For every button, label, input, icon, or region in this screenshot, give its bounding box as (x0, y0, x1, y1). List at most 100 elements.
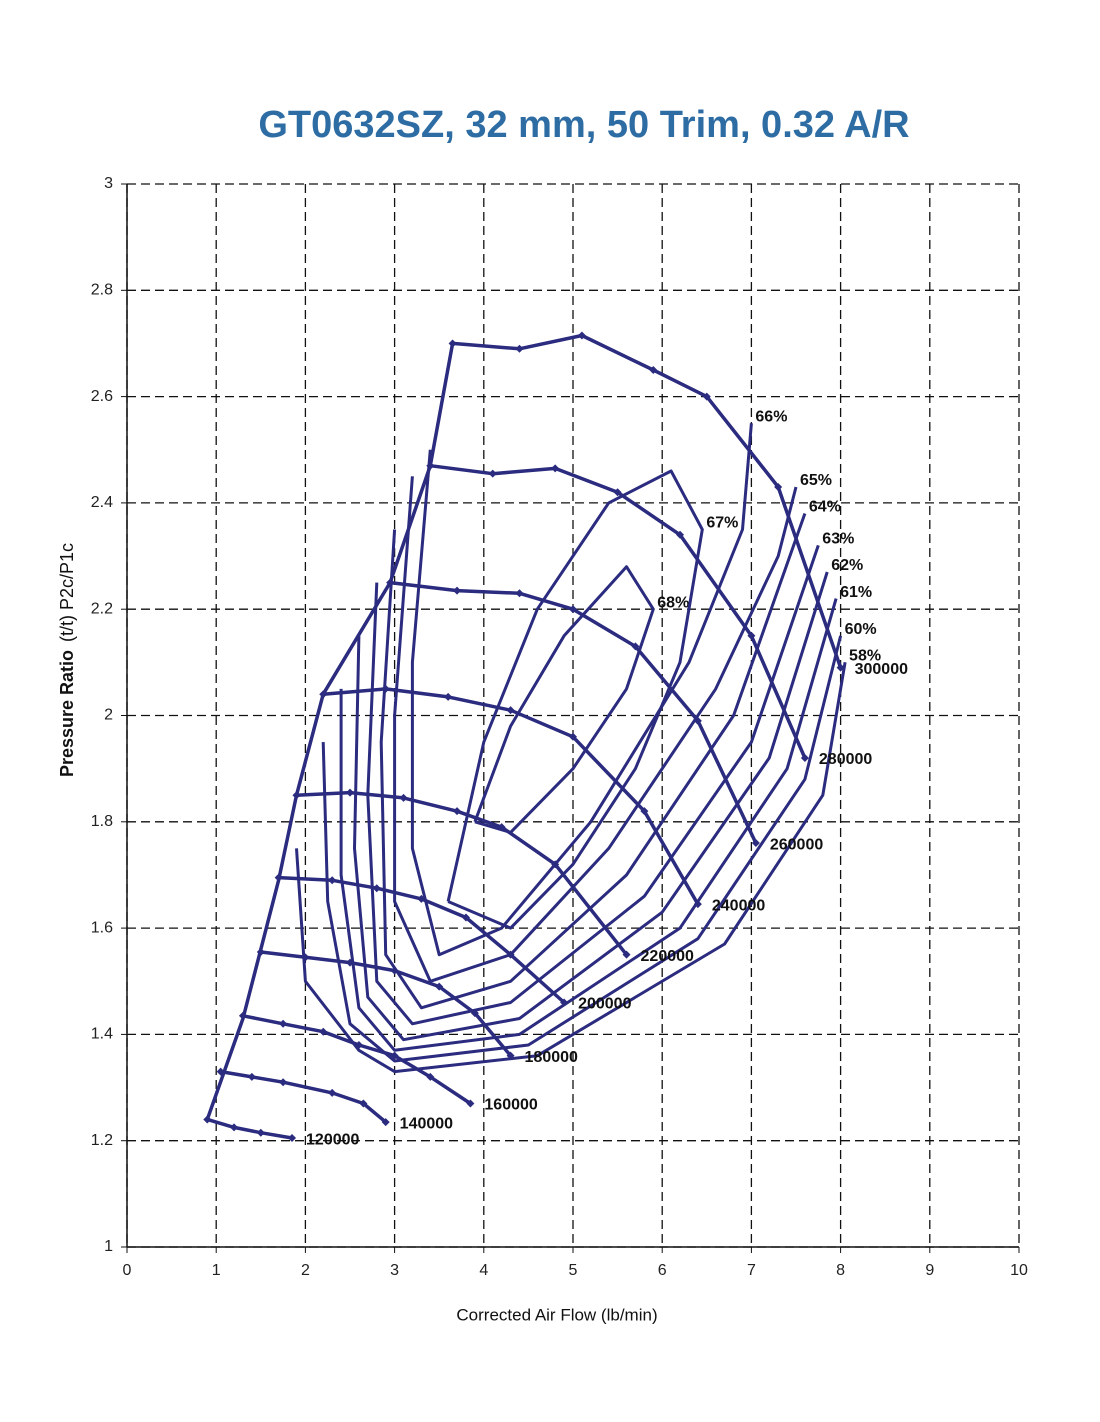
speed-point (346, 788, 354, 797)
speed-point (515, 589, 524, 598)
speed-point (399, 793, 408, 802)
efficiency-label: 62% (831, 557, 863, 574)
speed-point (453, 586, 462, 595)
speed-point (359, 1099, 368, 1108)
speed-point (461, 913, 470, 922)
speed-label: 200000 (578, 996, 631, 1013)
speed-line (206, 1117, 293, 1140)
efficiency-contour (353, 571, 829, 1042)
speed-point (288, 1134, 297, 1143)
speed-point (448, 339, 457, 348)
y-tick-label: 2.6 (91, 388, 113, 405)
speed-line (452, 333, 843, 669)
y-tick-label: 1 (104, 1238, 113, 1255)
speed-point (747, 631, 756, 640)
speed-point (622, 950, 631, 959)
efficiency-contour (295, 662, 847, 1074)
speed-point (435, 982, 444, 991)
y-axis-title: Pressure Ratio (57, 650, 77, 777)
speed-point (800, 754, 809, 763)
x-axis-label: Corrected Air Flow (lb/min) (456, 1305, 657, 1324)
efficiency-label: 66% (755, 408, 787, 425)
efficiency-contour (473, 565, 655, 834)
x-tick-label: 8 (836, 1262, 845, 1279)
speed-point (631, 642, 640, 651)
speed-point (386, 578, 395, 587)
speed-line (220, 1069, 387, 1124)
x-tick-label: 4 (479, 1262, 488, 1279)
speed-point (328, 876, 337, 885)
speed-point (381, 1118, 390, 1127)
efficiency-contour (410, 423, 753, 957)
speed-label: 220000 (641, 948, 694, 965)
speed-point (256, 1128, 265, 1137)
speed-point (693, 900, 702, 909)
efficiency-label: 68% (657, 594, 689, 611)
speed-point (693, 716, 702, 725)
efficiency-label: 60% (845, 621, 877, 638)
speed-point (649, 366, 658, 375)
speed-line (296, 790, 628, 956)
speed-point (560, 998, 569, 1007)
efficiency-label: 58% (849, 648, 881, 665)
speed-label: 240000 (712, 897, 765, 914)
efficiency-label: 64% (809, 499, 841, 516)
speed-label: 300000 (855, 661, 908, 678)
speed-point (751, 839, 760, 848)
speed-point (774, 482, 783, 491)
speed-point (279, 1019, 288, 1028)
speed-label: 160000 (484, 1097, 537, 1114)
speed-point (426, 1072, 435, 1081)
speed-label: 280000 (819, 751, 872, 768)
efficiency-contour (446, 469, 704, 930)
efficiency-label: 63% (822, 531, 854, 548)
speed-point (569, 732, 577, 741)
y-tick-label: 3 (104, 175, 113, 192)
chart-title: GT0632SZ, 32 mm, 50 Trim, 0.32 A/R (258, 104, 909, 146)
speed-point (346, 958, 354, 967)
speed-point (292, 791, 301, 800)
x-tick-label: 7 (747, 1262, 756, 1279)
y-tick-label: 1.8 (91, 813, 113, 830)
speed-point (390, 966, 399, 975)
speed-point (453, 807, 462, 816)
speed-label: 140000 (400, 1115, 453, 1132)
speed-point (417, 894, 426, 903)
x-tick-label: 5 (569, 1262, 578, 1279)
speed-point (702, 392, 711, 401)
speed-point (613, 488, 622, 497)
speed-point (506, 1051, 515, 1060)
x-tick-label: 9 (925, 1262, 934, 1279)
speed-point (216, 1067, 225, 1076)
speed-label: 260000 (770, 836, 823, 853)
speed-point (551, 464, 560, 473)
x-tick-label: 1 (212, 1262, 221, 1279)
speed-point (640, 807, 649, 816)
speed-point (569, 605, 577, 614)
efficiency-label: 61% (840, 584, 872, 601)
speed-point (319, 1027, 328, 1036)
speed-point (354, 1041, 363, 1050)
efficiency-contour (339, 598, 838, 1052)
speed-point (381, 684, 390, 693)
x-tick-label: 10 (1010, 1262, 1028, 1279)
speed-point (247, 1072, 256, 1081)
speed-point (274, 873, 283, 882)
speed-line (430, 463, 807, 759)
y-tick-label: 1.2 (91, 1132, 113, 1149)
speed-point (466, 1099, 475, 1108)
speed-point (319, 690, 328, 699)
speed-point (506, 950, 515, 959)
speed-point (506, 706, 515, 715)
speed-point (372, 884, 381, 893)
x-tick-label: 2 (301, 1262, 310, 1279)
speed-point (390, 1051, 399, 1060)
speed-point (426, 461, 435, 470)
y-tick-label: 2.4 (91, 494, 113, 511)
y-tick-label: 1.6 (91, 919, 113, 936)
speed-label: 180000 (525, 1049, 578, 1066)
x-tick-label: 3 (390, 1262, 399, 1279)
efficiency-contour (366, 544, 820, 1026)
efficiency-contour (321, 635, 843, 1063)
